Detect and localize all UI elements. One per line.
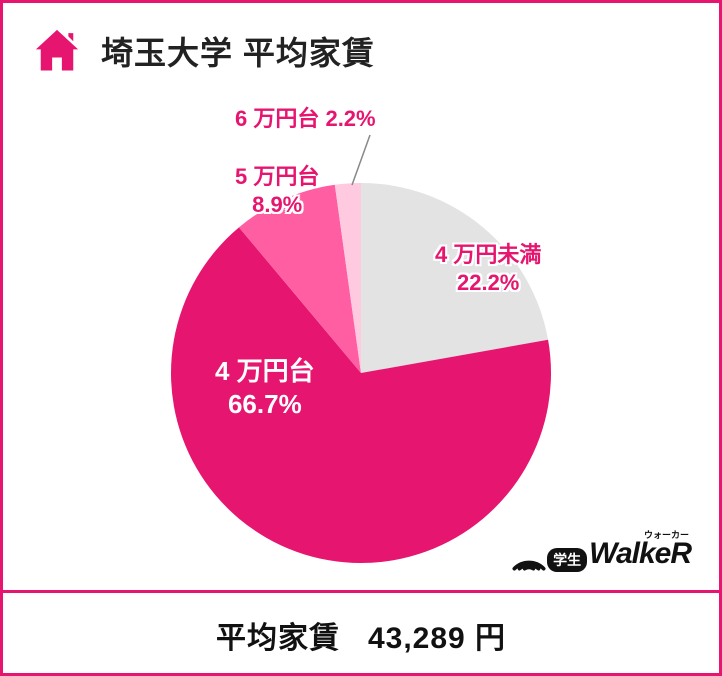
main-area: 埼玉大学 平均家賃 4 万円未満22.2% 4 万円台66.7% 5 万円台8.9%… (3, 3, 719, 593)
slice-label-range5: 5 万円台8.9% (235, 163, 319, 218)
brand-logo: 学生 WalkeR ウォーカー (507, 532, 691, 576)
footer-bar: 平均家賃 43,289 円 (3, 593, 719, 676)
page-title: 埼玉大学 平均家賃 (101, 28, 375, 74)
pie-svg (0, 93, 722, 563)
footer-label: 平均家賃 (216, 613, 340, 657)
logo-arcs-icon (507, 532, 551, 576)
house-icon (31, 25, 83, 77)
card: 埼玉大学 平均家賃 4 万円未満22.2% 4 万円台66.7% 5 万円台8.9%… (0, 0, 722, 676)
header: 埼玉大学 平均家賃 (3, 3, 719, 77)
footer-value: 43,289 円 (368, 613, 506, 657)
logo-ruby: ウォーカー (644, 528, 689, 541)
slice-label-under4: 4 万円未満22.2% (435, 241, 541, 296)
pie-chart: 4 万円未満22.2% 4 万円台66.7% 5 万円台8.9% 6 万円台 2.2% (3, 93, 719, 563)
slice-label-range6: 6 万円台 2.2% (235, 105, 376, 133)
logo-walker: WalkeR (589, 537, 691, 571)
logo-gakusei: 学生 (547, 548, 587, 572)
leader-line (352, 135, 370, 185)
slice-label-range4: 4 万円台66.7% (215, 355, 315, 420)
